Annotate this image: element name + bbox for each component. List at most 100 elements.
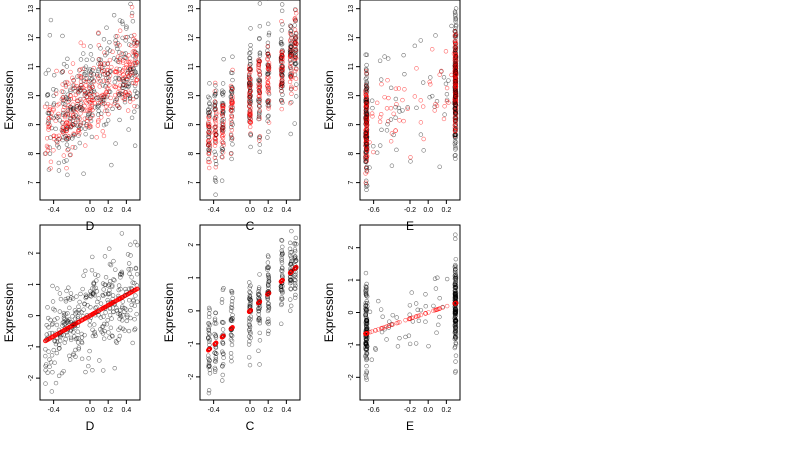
- fitted-point: [364, 119, 370, 124]
- observed-point: [384, 128, 390, 133]
- x-tick-label: -0.2: [404, 207, 416, 214]
- fitted-point: [101, 133, 107, 139]
- observed-point: [129, 302, 134, 308]
- observed-point: [364, 377, 369, 382]
- fitted-point: [65, 147, 70, 153]
- observed-point: [370, 105, 375, 111]
- observed-point: [76, 346, 81, 352]
- fitted-point: [76, 98, 81, 103]
- fitted-point: [453, 53, 458, 58]
- observed-point: [64, 64, 70, 69]
- observed-point: [416, 318, 422, 323]
- observed-point: [78, 57, 84, 62]
- observed-point: [207, 363, 212, 369]
- y-tick-label: 7: [188, 181, 195, 185]
- fitted-point: [412, 94, 418, 99]
- observed-point: [453, 318, 459, 324]
- observed-point: [363, 306, 369, 312]
- fitted-point: [44, 143, 50, 149]
- observed-point: [133, 293, 138, 298]
- y-tick-label: 8: [188, 152, 195, 156]
- observed-point: [101, 287, 106, 292]
- observed-point: [257, 272, 262, 277]
- observed-point: [248, 331, 253, 336]
- fitted-point: [72, 121, 78, 126]
- observed-point: [52, 308, 57, 313]
- observed-point: [79, 107, 84, 113]
- fitted-point: [279, 99, 284, 104]
- fitted-point: [292, 18, 298, 23]
- fitted-point: [134, 78, 139, 83]
- observed-point: [363, 372, 369, 378]
- observed-point: [293, 292, 298, 298]
- observed-point: [288, 308, 293, 313]
- observed-point: [104, 322, 110, 327]
- observed-point: [453, 64, 458, 70]
- observed-point: [288, 277, 293, 283]
- observed-point: [363, 287, 368, 292]
- observed-point: [109, 316, 114, 321]
- fitted-point: [105, 101, 111, 107]
- observed-point: [63, 134, 68, 139]
- observed-point: [92, 272, 98, 277]
- observed-point: [364, 85, 370, 90]
- observed-point: [61, 368, 66, 374]
- observed-point: [61, 159, 67, 164]
- fitted-point: [439, 68, 444, 74]
- fitted-point: [266, 106, 271, 111]
- fitted-point: [400, 97, 405, 103]
- observed-point: [279, 295, 284, 300]
- observed-point: [66, 319, 71, 324]
- observed-point: [87, 125, 92, 130]
- observed-point: [279, 256, 284, 261]
- fitted-point: [265, 89, 270, 94]
- observed-point: [51, 306, 56, 312]
- observed-point: [73, 354, 78, 359]
- fitted-point: [364, 331, 369, 336]
- observed-point: [266, 32, 272, 38]
- observed-point: [87, 318, 93, 323]
- observed-point: [64, 142, 70, 147]
- observed-point: [453, 275, 459, 281]
- observed-point: [453, 368, 458, 374]
- observed-point: [50, 299, 56, 304]
- fitted-point: [129, 13, 135, 19]
- observed-point: [247, 301, 252, 307]
- fitted-point: [395, 320, 401, 325]
- fitted-point: [74, 84, 79, 89]
- observed-point: [61, 61, 67, 67]
- fitted-point: [127, 61, 133, 67]
- observed-point: [266, 328, 271, 334]
- x-tick-label: 0.2: [263, 407, 273, 414]
- observed-point: [257, 53, 263, 58]
- observed-point: [228, 317, 234, 322]
- observed-point: [86, 356, 91, 361]
- fitted-point: [73, 92, 79, 97]
- observed-point: [278, 40, 284, 46]
- fitted-point: [248, 112, 253, 118]
- x-axis-title: C: [246, 219, 255, 233]
- observed-point: [452, 298, 458, 303]
- observed-point: [247, 50, 253, 55]
- observed-point: [212, 316, 218, 321]
- fitted-point: [48, 166, 53, 171]
- observed-point: [120, 85, 125, 91]
- fitted-point: [452, 92, 458, 98]
- observed-point: [363, 284, 369, 289]
- fitted-point: [266, 90, 272, 95]
- observed-point: [53, 380, 59, 386]
- observed-point: [47, 331, 52, 336]
- observed-point: [266, 30, 272, 36]
- fitted-point: [257, 299, 262, 305]
- observed-point: [89, 267, 95, 273]
- observed-point: [220, 81, 226, 86]
- observed-point: [265, 114, 271, 119]
- observed-point: [94, 289, 100, 294]
- fitted-point: [428, 82, 433, 87]
- fitted-point: [247, 85, 253, 90]
- fitted-point: [51, 106, 56, 112]
- fitted-point: [248, 117, 253, 122]
- fitted-point: [60, 125, 65, 130]
- observed-point: [364, 375, 369, 380]
- x-tick-label: -0.2: [404, 407, 416, 414]
